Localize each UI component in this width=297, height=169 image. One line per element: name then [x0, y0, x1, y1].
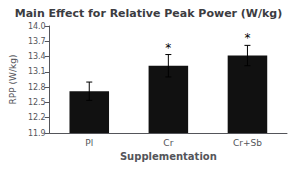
svg-text:Pl: Pl	[85, 138, 93, 148]
svg-text:Cr+Sb: Cr+Sb	[233, 138, 262, 148]
svg-text:12.5: 12.5	[28, 98, 46, 107]
svg-text:Supplementation: Supplementation	[120, 151, 217, 162]
svg-text:13.7: 13.7	[28, 37, 46, 46]
svg-text:14.0: 14.0	[28, 22, 46, 31]
svg-text:13.1: 13.1	[28, 67, 46, 76]
svg-text:12.8: 12.8	[28, 83, 46, 92]
svg-text:*: *	[244, 31, 250, 45]
svg-text:Main Effect for Relative Peak: Main Effect for Relative Peak Power (W/k…	[15, 7, 283, 20]
svg-text:Cr: Cr	[163, 138, 173, 148]
svg-text:12.2: 12.2	[28, 113, 46, 122]
svg-text:13.4: 13.4	[28, 52, 46, 61]
svg-text:11.9: 11.9	[28, 129, 46, 138]
svg-text:RPP (W/kg): RPP (W/kg)	[8, 55, 18, 105]
svg-text:*: *	[165, 41, 171, 55]
